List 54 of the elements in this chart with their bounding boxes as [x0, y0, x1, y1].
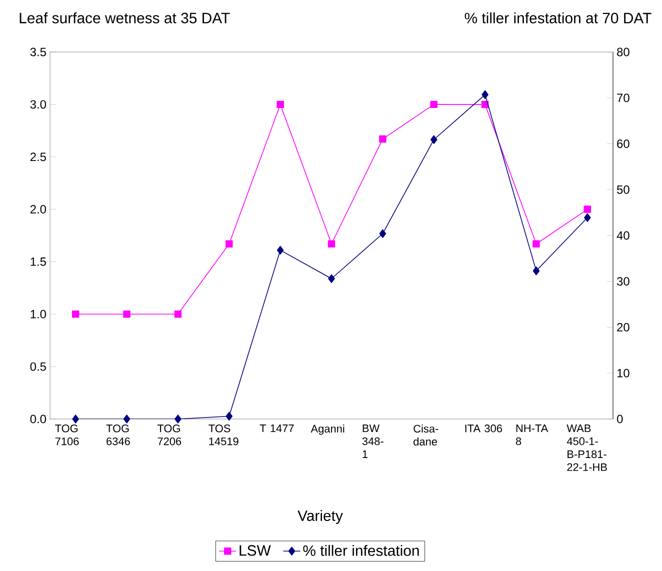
point: [72, 310, 80, 318]
y-tick-label: 1.5: [30, 258, 46, 266]
point: [123, 414, 130, 424]
x-tick-label: BW 348-1: [362, 424, 384, 458]
legend-label: % tiller infestation: [303, 544, 419, 556]
x-tick-label: Aganni: [310, 424, 344, 435]
y-tick-label: 3.5: [30, 48, 46, 56]
point: [123, 310, 130, 318]
x-tick-label: TOS 14519: [208, 424, 238, 446]
point: [72, 414, 79, 424]
y2-tick-label: 30: [616, 277, 630, 286]
x-tick-label: WAB 450-1-B-P181-22-1-HB: [566, 424, 607, 471]
point: [379, 229, 386, 238]
y2-axis-title: % tiller infestation at 70 DAT: [464, 12, 652, 24]
y-tick-label: 2.0: [30, 205, 46, 214]
y2-tick-label: 50: [617, 185, 630, 194]
y2-tick-label: 10: [617, 368, 630, 378]
x-tick-label: Cisa-dane: [414, 424, 438, 446]
point: [226, 412, 233, 421]
y-tick-label: 1.0: [30, 310, 46, 318]
point: [226, 240, 233, 248]
x-tick-label: TOG 7206: [157, 424, 182, 446]
y2-tick-label: 40: [616, 231, 630, 240]
y2-tick-label: 20: [617, 323, 630, 332]
point: [174, 414, 182, 424]
y2-tick-label: 70: [617, 94, 630, 102]
point: [532, 266, 540, 276]
y-axis-title: Leaf surface wetness at 35 DAT: [20, 12, 230, 24]
x-tick-label: TOG 6346: [106, 424, 130, 446]
y-tick-label: 0.5: [30, 362, 46, 371]
y-tick-label: 2.5: [30, 152, 46, 162]
point: [430, 135, 438, 144]
point: [532, 240, 540, 248]
y2-tick-label: 0: [616, 414, 623, 424]
x-tick-label: TOG 7106: [55, 424, 79, 446]
y-tick-label: 0.0: [30, 414, 46, 424]
y-tick-label: 3.0: [30, 100, 46, 109]
point: [430, 100, 438, 108]
point: [174, 310, 182, 318]
x-tick-label: ITA 306: [465, 424, 502, 432]
point: [379, 135, 386, 143]
point: [584, 213, 591, 222]
point: [584, 206, 592, 213]
point: [328, 240, 336, 248]
point: [276, 100, 284, 108]
x-tick-label: T 1477: [260, 424, 294, 432]
x-tick-label: NH-TA 8: [516, 424, 548, 446]
y2-tick-label: 60: [617, 140, 630, 148]
legend-label: LSW: [240, 545, 271, 556]
y2-tick-label: 80: [617, 48, 630, 56]
x-axis-title: Variety: [298, 510, 343, 524]
point: [276, 246, 284, 255]
point: [482, 90, 488, 100]
point: [328, 274, 335, 284]
